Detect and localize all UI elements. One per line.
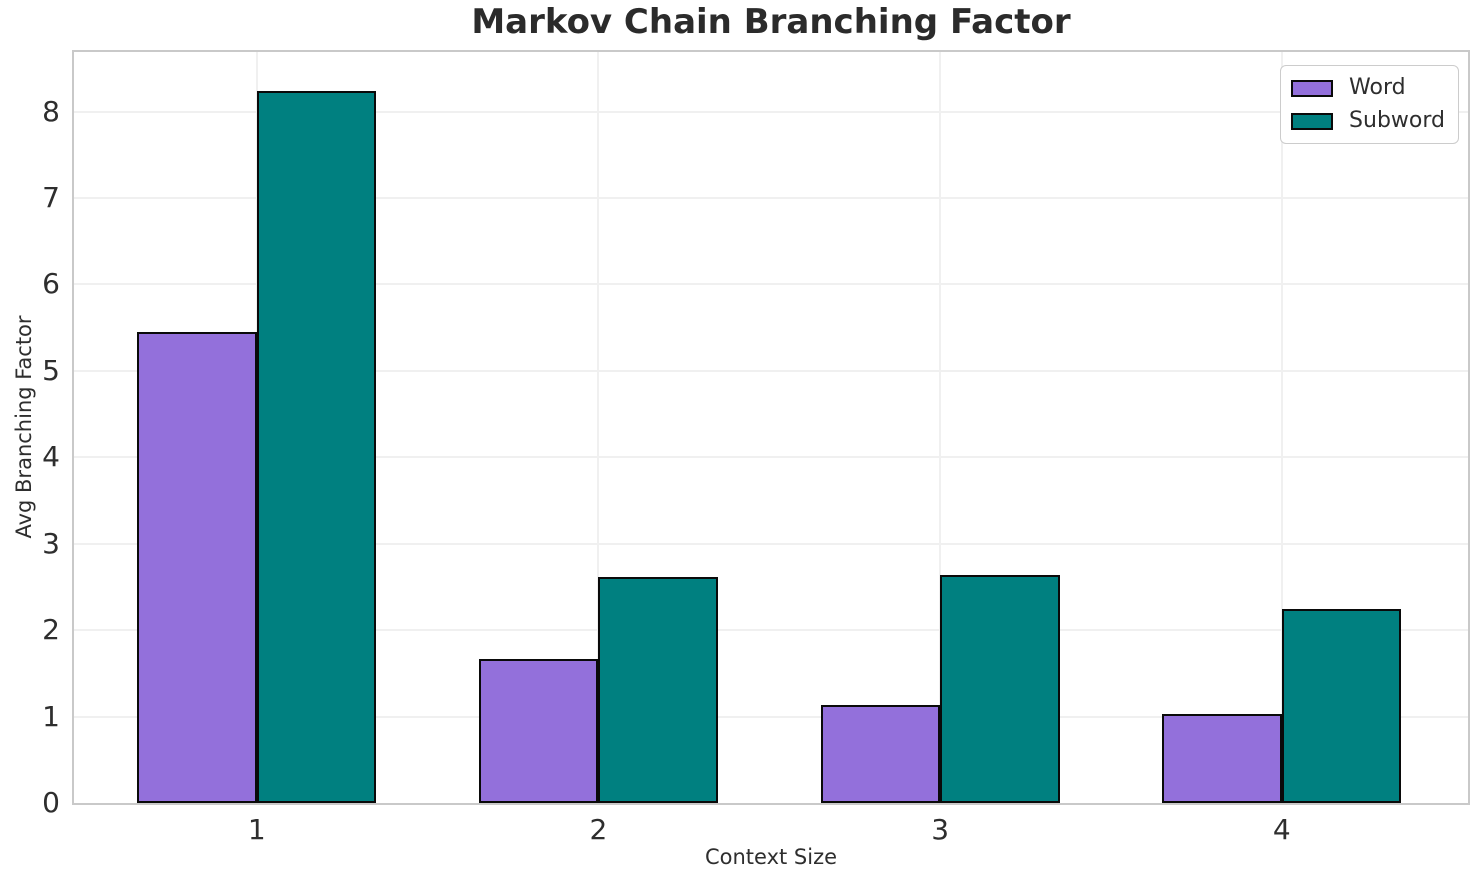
legend-label-word: Word <box>1349 75 1406 100</box>
gridline-y-6 <box>74 283 1468 286</box>
x-tick-2: 2 <box>589 813 608 846</box>
legend-label-subword: Subword <box>1349 108 1445 133</box>
bar-subword-2 <box>598 577 719 803</box>
y-tick-7: 7 <box>42 181 60 215</box>
gridline-x-2 <box>597 52 600 803</box>
gridline-y-8 <box>74 110 1468 113</box>
gridline-y-5 <box>74 369 1468 372</box>
y-tick-5: 5 <box>42 353 60 387</box>
legend-swatch-word <box>1291 79 1334 97</box>
y-tick-6: 6 <box>42 267 60 301</box>
y-tick-3: 3 <box>42 526 60 560</box>
legend-item-word: Word <box>1291 76 1445 100</box>
bar-word-1 <box>137 332 257 803</box>
gridline-y-1 <box>74 715 1468 718</box>
bar-subword-3 <box>940 574 1060 803</box>
y-tick-8: 8 <box>42 94 60 128</box>
legend: Word Subword <box>1280 65 1459 144</box>
x-tick-3: 3 <box>931 813 950 846</box>
gridline-y-7 <box>74 197 1468 200</box>
y-tick-2: 2 <box>42 613 60 647</box>
y-tick-4: 4 <box>42 440 60 474</box>
legend-swatch-subword <box>1291 112 1334 130</box>
x-tick-4: 4 <box>1272 813 1291 846</box>
gridline-y-3 <box>74 542 1468 545</box>
bar-subword-1 <box>256 90 377 803</box>
x-axis-label: Context Size <box>704 845 838 869</box>
gridline-x-4 <box>1280 52 1283 803</box>
bar-word-3 <box>820 705 941 803</box>
bar-word-4 <box>1162 714 1282 803</box>
y-tick-0: 0 <box>42 786 60 819</box>
y-tick-1: 1 <box>42 699 60 733</box>
gridline-x-3 <box>939 52 942 803</box>
plot-area: Word Subword <box>72 50 1470 805</box>
chart-title: Markov Chain Branching Factor <box>471 2 1071 42</box>
y-axis-label: Avg Branching Factor <box>12 315 36 539</box>
gridline-y-2 <box>74 629 1468 632</box>
bar-word-2 <box>478 658 599 803</box>
gridline-y-4 <box>74 456 1468 459</box>
legend-item-subword: Subword <box>1291 109 1445 133</box>
x-tick-1: 1 <box>247 813 266 846</box>
bar-subword-4 <box>1281 608 1402 803</box>
